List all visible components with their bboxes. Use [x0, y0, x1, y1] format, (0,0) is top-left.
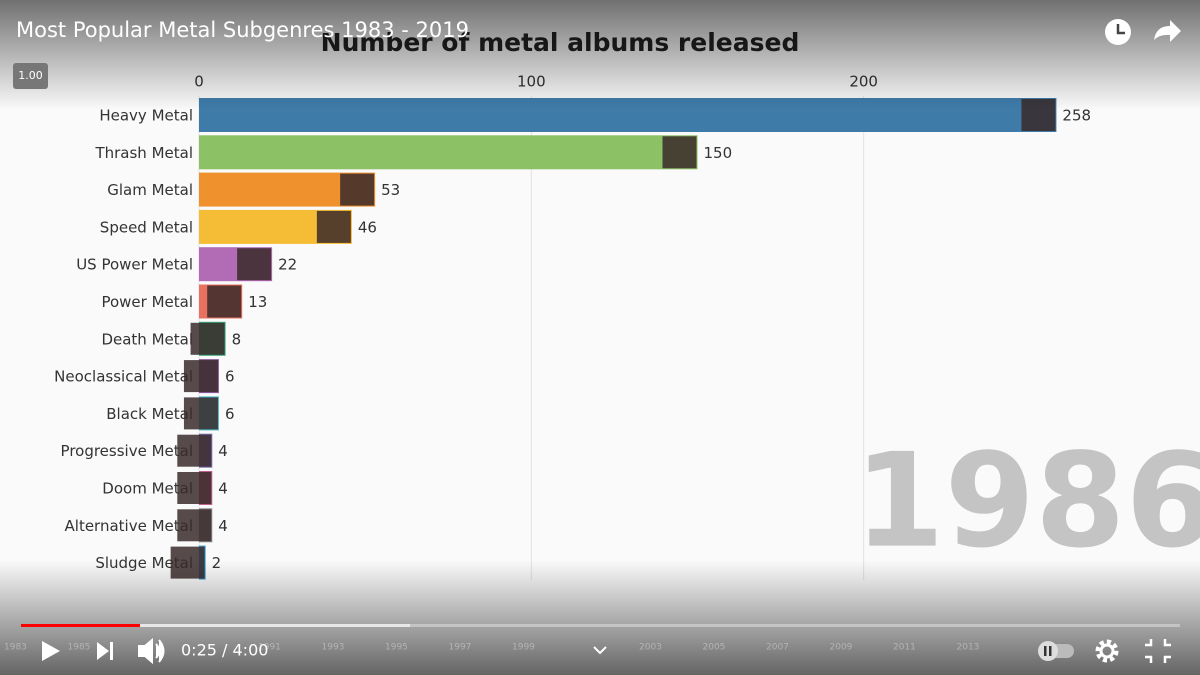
album-cover	[237, 248, 272, 281]
value-label: 46	[358, 218, 377, 236]
value-label: 258	[1062, 107, 1091, 125]
watch-later-icon[interactable]	[1105, 19, 1131, 45]
value-label: 8	[232, 330, 242, 348]
album-cover	[177, 434, 212, 467]
value-label: 13	[248, 293, 267, 311]
speed-label[interactable]: 1.00	[18, 69, 43, 82]
category-label: Speed Metal	[100, 218, 193, 236]
top-shade	[0, 0, 1200, 110]
album-cover	[190, 322, 225, 355]
value-label: 53	[381, 181, 400, 199]
category-label: Alternative Metal	[65, 517, 193, 535]
bar	[199, 135, 698, 170]
timeline-year: 1997	[449, 643, 472, 653]
settings-button[interactable]	[1095, 639, 1119, 663]
exit-fullscreen-button[interactable]	[1145, 639, 1171, 663]
album-cover	[183, 397, 218, 430]
category-label: Thrash Metal	[94, 144, 193, 162]
chapter-toggle[interactable]	[593, 646, 607, 655]
category-label: Progressive Metal	[61, 442, 193, 460]
timeline-year: 2003	[639, 643, 662, 653]
play-button[interactable]	[42, 641, 60, 661]
bottom-shade	[0, 560, 1200, 675]
timeline-year: 2009	[830, 643, 853, 653]
value-label: 150	[704, 144, 733, 162]
time-display: 0:25 / 4:00	[181, 641, 268, 660]
value-label: 6	[225, 405, 235, 423]
category-label: Death Metal	[101, 330, 193, 348]
timeline-year: 1999	[512, 643, 535, 653]
timeline-year: 1993	[322, 643, 345, 653]
value-label: 22	[278, 256, 297, 274]
album-cover	[183, 360, 218, 393]
timeline-year: 2013	[957, 643, 980, 653]
category-label: Black Metal	[106, 405, 193, 423]
value-label: 4	[218, 480, 228, 498]
video-title[interactable]: Most Popular Metal Subgenres 1983 - 2019	[16, 18, 469, 42]
category-label: Heavy Metal	[99, 107, 193, 125]
progress-track[interactable]	[21, 624, 1180, 627]
album-cover	[177, 472, 212, 504]
value-label: 4	[218, 442, 228, 460]
progress-bar[interactable]	[21, 624, 140, 627]
timeline: 1983 1985 1991 1993 1995 1997 1999 2003 2005 2007…	[4, 643, 979, 653]
buffer-bar	[21, 624, 410, 627]
timeline-year: 2011	[893, 643, 916, 653]
period-label: 1986	[854, 425, 1200, 577]
album-cover	[207, 285, 242, 318]
autoplay-toggle[interactable]	[1038, 641, 1074, 661]
timeline-year: 2007	[766, 643, 789, 653]
album-cover	[340, 173, 375, 206]
category-label: US Power Metal	[76, 256, 193, 274]
next-button[interactable]	[97, 642, 113, 660]
album-cover	[662, 136, 697, 169]
value-label: 4	[218, 517, 228, 535]
timeline-year: 1991	[258, 643, 281, 653]
album-cover	[177, 509, 212, 542]
category-label: Neoclassical Metal	[54, 368, 193, 386]
album-cover	[316, 210, 351, 243]
category-label: Glam Metal	[107, 181, 193, 199]
timeline-year: 1995	[385, 643, 408, 653]
value-label: 6	[225, 368, 235, 386]
category-label: Doom Metal	[102, 480, 193, 498]
timeline-year: 1983	[4, 643, 27, 653]
timeline-year: 1985	[68, 643, 91, 653]
speed-badge[interactable]	[13, 63, 48, 89]
volume-button[interactable]	[138, 637, 165, 665]
share-icon[interactable]	[1154, 20, 1181, 42]
timeline-year: 2005	[703, 643, 726, 653]
category-label: Power Metal	[101, 293, 193, 311]
